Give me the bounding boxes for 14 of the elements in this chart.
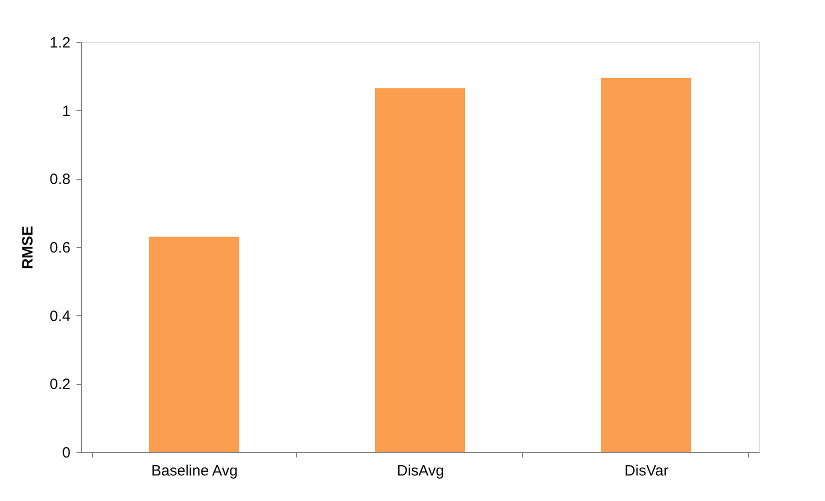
y-tick-label: 0.8 bbox=[50, 171, 70, 188]
y-axis-title: RMSE bbox=[20, 226, 37, 270]
bar bbox=[149, 236, 239, 452]
x-tick-label: DisAvg bbox=[396, 462, 444, 480]
x-tick-label: DisVar bbox=[624, 462, 668, 480]
x-tick-label: Baseline Avg bbox=[151, 462, 238, 480]
bar bbox=[601, 78, 691, 452]
y-tick-label: 0 bbox=[62, 444, 70, 462]
y-tick-label: 0.4 bbox=[50, 308, 70, 325]
bar bbox=[375, 88, 465, 452]
y-tick-label: 0.2 bbox=[50, 376, 70, 394]
y-tick-label: 1.2 bbox=[50, 34, 70, 52]
y-tick-label: 0.6 bbox=[50, 240, 70, 256]
y-tick-label: 1 bbox=[62, 102, 70, 120]
